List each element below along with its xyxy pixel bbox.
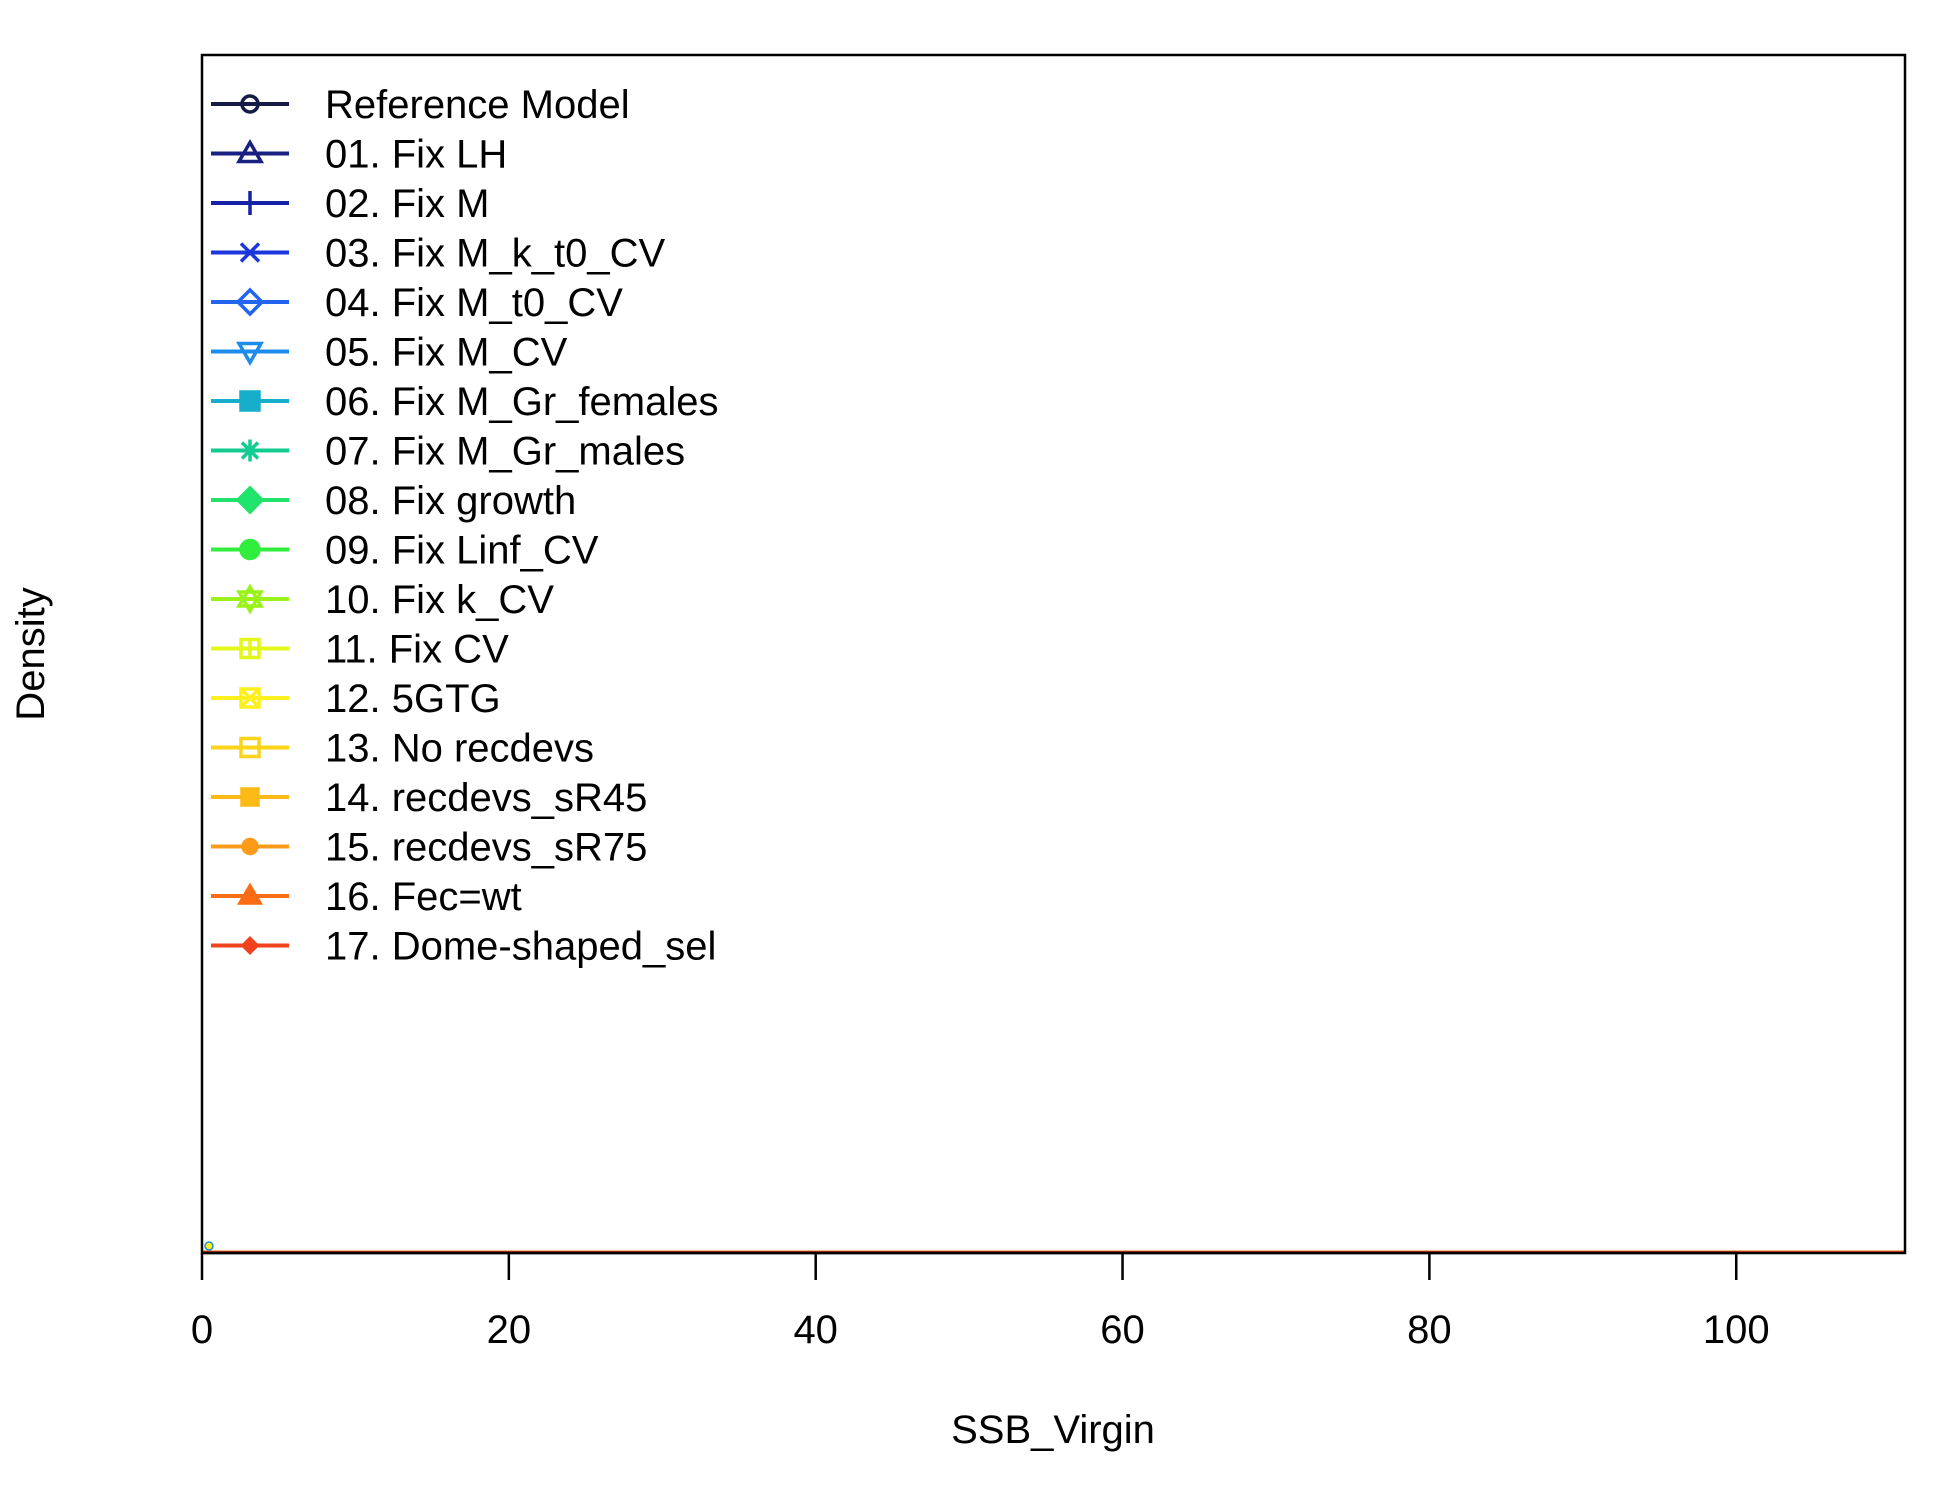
- legend-label: 07. Fix M_Gr_males: [325, 430, 685, 474]
- legend-marker: [236, 882, 264, 905]
- legend-item: 17. Dome-shaped_sel: [211, 925, 716, 969]
- legend-item: 01. Fix LH: [211, 133, 507, 177]
- legend-marker: [239, 538, 261, 561]
- legend-marker: [239, 687, 261, 709]
- x-axis-label: SSB_Virgin: [951, 1408, 1155, 1452]
- legend-label: 11. Fix CV: [325, 628, 509, 672]
- legend-label: 02. Fix M: [325, 182, 489, 226]
- legend-item: 15. recdevs_sR75: [211, 826, 647, 870]
- legend-label: 13. No recdevs: [325, 727, 594, 771]
- x-tick-label: 100: [1703, 1308, 1770, 1352]
- legend-marker: [239, 390, 261, 412]
- legend-label: 03. Fix M_k_t0_CV: [325, 232, 665, 276]
- legend-marker: [235, 583, 265, 608]
- x-tick-label: 20: [487, 1308, 532, 1352]
- legend-item: 04. Fix M_t0_CV: [211, 281, 623, 325]
- legend-marker: [239, 242, 261, 263]
- legend-marker: [235, 485, 265, 515]
- legend-label: 08. Fix growth: [325, 479, 576, 523]
- legend-marker: [240, 94, 260, 114]
- legend-marker: [240, 787, 260, 807]
- x-axis: 0 20 40 60 80 100: [191, 1251, 1770, 1352]
- legend-marker: [239, 439, 261, 462]
- legend-marker: [235, 341, 265, 366]
- legend-label: 12. 5GTG: [325, 677, 501, 721]
- legend-marker: [240, 936, 260, 955]
- legend-marker: [241, 837, 259, 856]
- legend-item: 08. Fix growth: [211, 479, 576, 523]
- legend-item: 11. Fix CV: [211, 628, 509, 672]
- legend-marker: [239, 687, 261, 709]
- legend-item: 12. 5GTG: [211, 677, 501, 721]
- legend-label: 06. Fix M_Gr_females: [325, 380, 718, 424]
- legend-item: 05. Fix M_CV: [211, 331, 568, 375]
- legend-label: 04. Fix M_t0_CV: [325, 281, 623, 325]
- legend-item: 10. Fix k_CV: [211, 578, 554, 622]
- legend-label: Reference Model: [325, 83, 630, 127]
- legend-item: 13. No recdevs: [211, 727, 594, 771]
- y-axis-label: Density: [9, 587, 53, 720]
- legend-item: 03. Fix M_k_t0_CV: [211, 232, 665, 276]
- legend-marker: [239, 736, 261, 759]
- legend-label: 09. Fix Linf_CV: [325, 529, 599, 573]
- legend-item: Reference Model: [211, 83, 630, 127]
- legend-marker: [238, 191, 262, 215]
- legend-label: 05. Fix M_CV: [325, 331, 568, 375]
- legend-label: 14. recdevs_sR45: [325, 776, 647, 820]
- legend-item: 09. Fix Linf_CV: [211, 529, 599, 573]
- legend-marker: [235, 590, 265, 615]
- legend-label: 10. Fix k_CV: [325, 578, 554, 622]
- legend-label: 15. recdevs_sR75: [325, 826, 647, 870]
- series-point: [204, 1241, 214, 1251]
- legend-item: 07. Fix M_Gr_males: [211, 430, 685, 474]
- legend-item: 06. Fix M_Gr_females: [211, 380, 718, 424]
- legend-label: 17. Dome-shaped_sel: [325, 925, 716, 969]
- legend-item: 16. Fec=wt: [211, 875, 522, 919]
- x-tick-label: 40: [793, 1308, 838, 1352]
- legend-marker: [235, 139, 265, 164]
- legend-marker: [241, 639, 259, 658]
- legend-marker: [235, 287, 265, 317]
- legend: Reference Model 01. Fix LH 02. Fix M 03. Fi…: [211, 83, 718, 969]
- x-tick-label: 60: [1100, 1308, 1145, 1352]
- legend-item: 14. recdevs_sR45: [211, 776, 647, 820]
- legend-label: 16. Fec=wt: [325, 875, 522, 919]
- legend-label: 01. Fix LH: [325, 133, 507, 177]
- legend-item: 02. Fix M: [211, 182, 489, 226]
- x-tick-label: 0: [191, 1308, 213, 1352]
- x-tick-label: 80: [1407, 1308, 1452, 1352]
